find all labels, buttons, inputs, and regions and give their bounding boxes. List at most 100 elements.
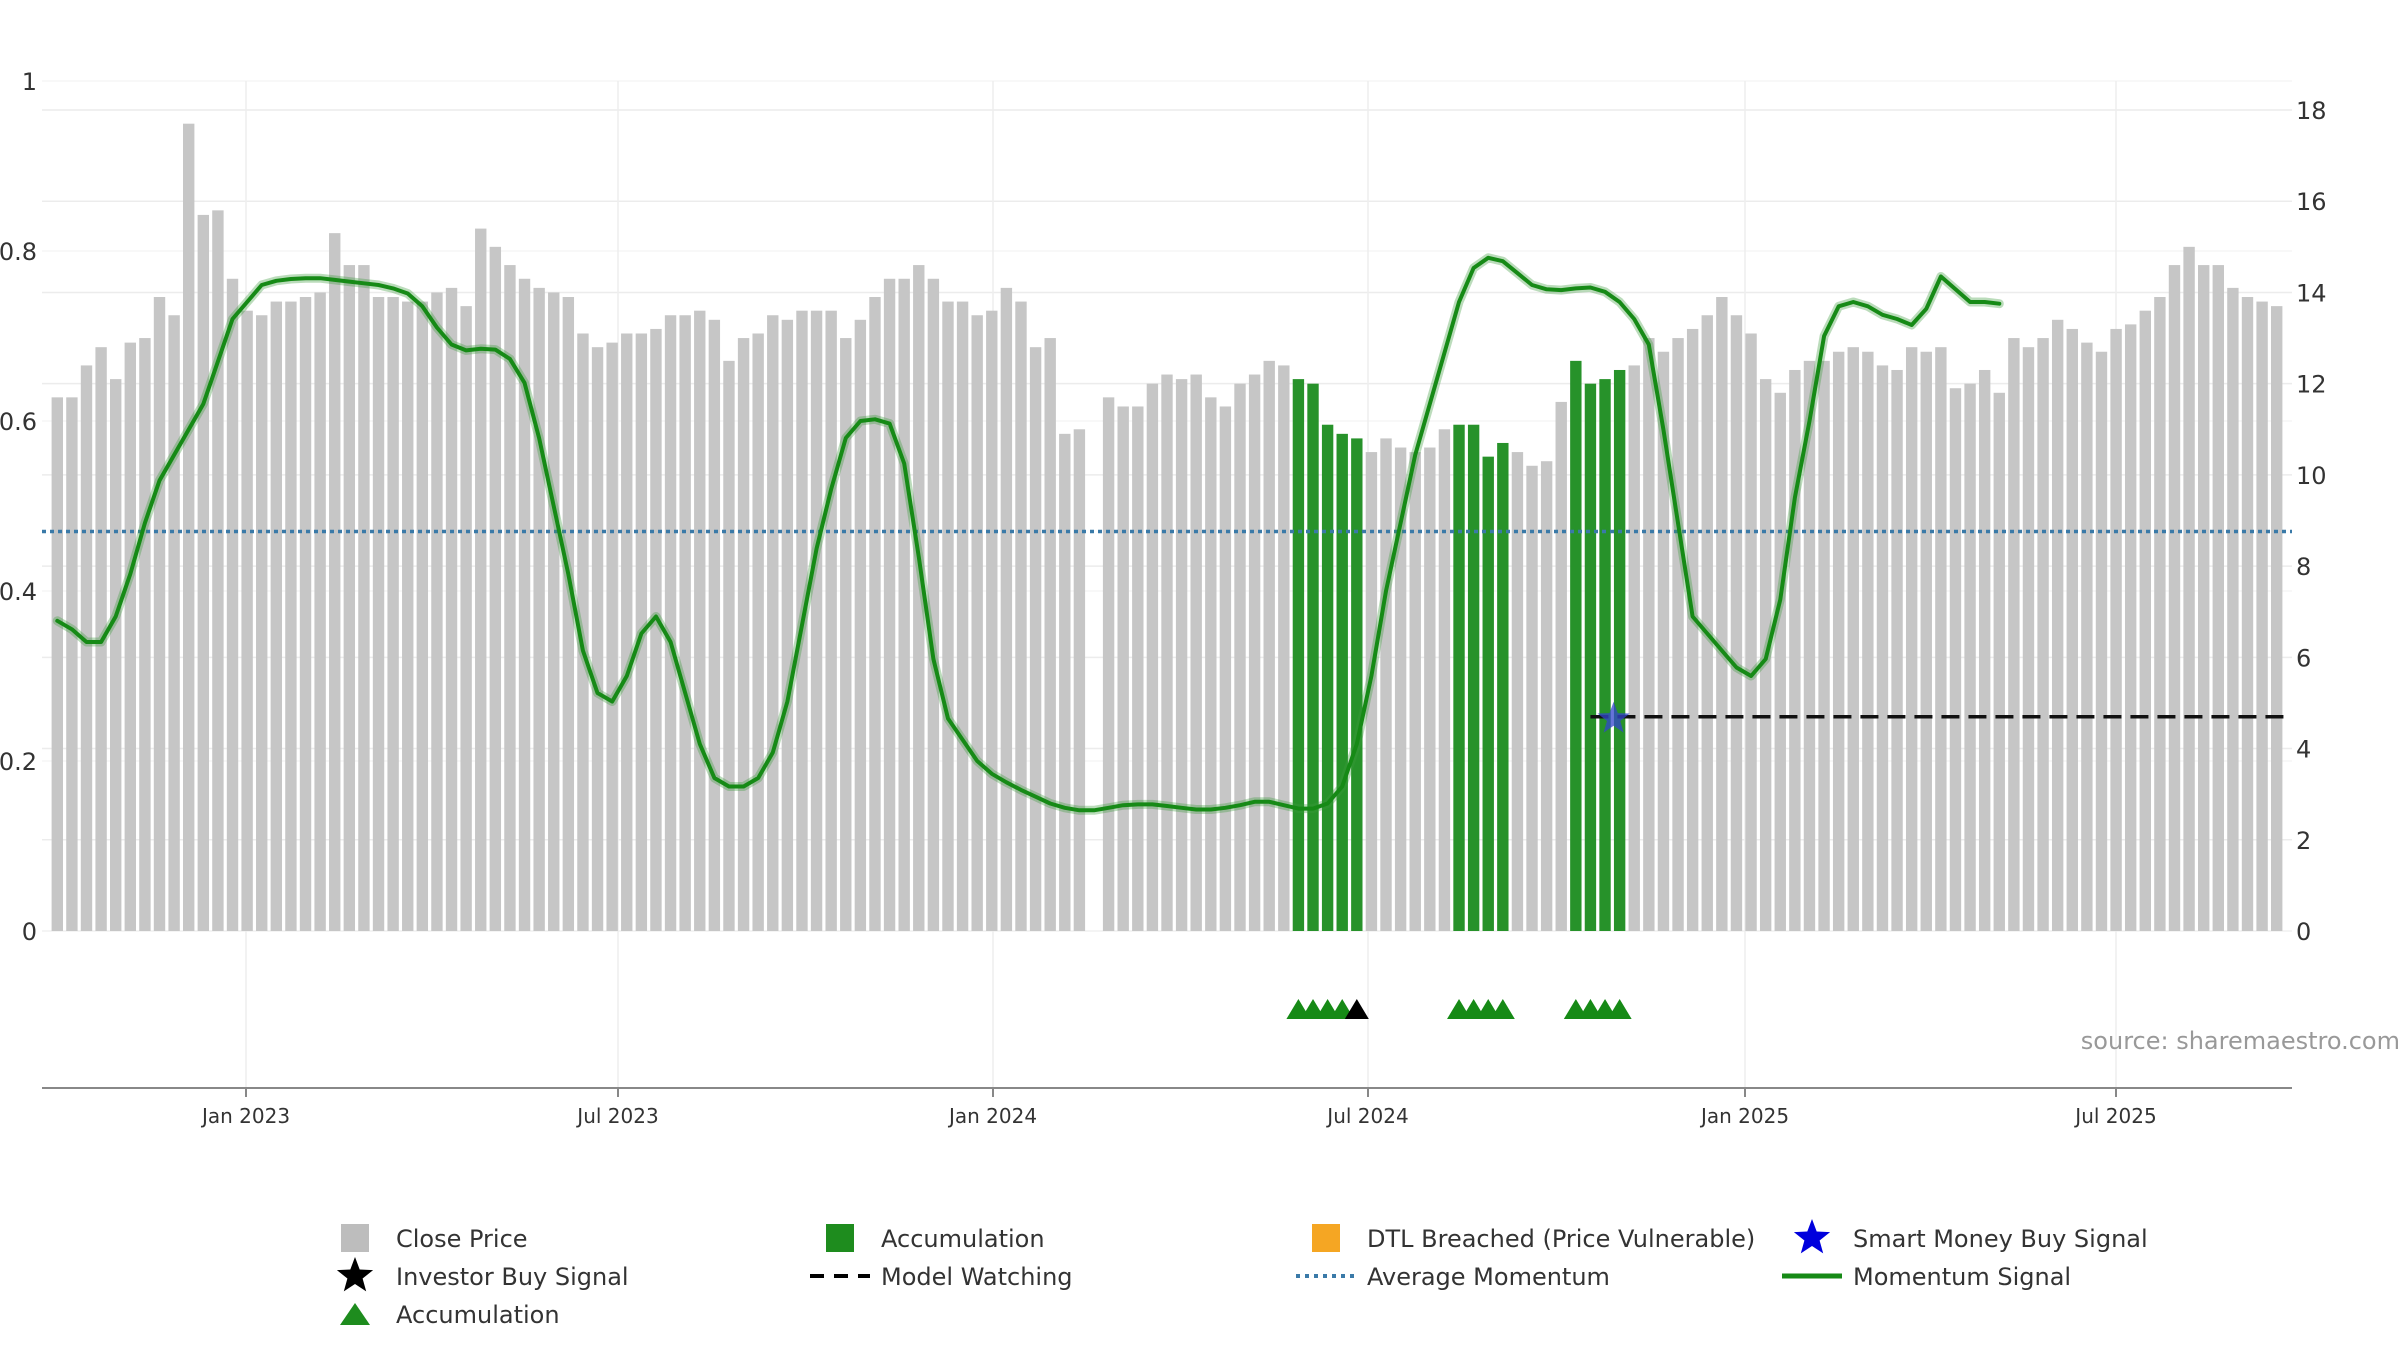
close-price-bar [942,301,954,932]
right-axis-label: 8 [2296,553,2311,581]
close-price-bar [1540,461,1553,931]
close-price-bar [1905,347,1918,932]
close-price-bar [1643,338,1655,931]
left-axis-label: 1 [22,68,37,96]
close-price-bar [913,265,925,932]
x-tick-label: Jan 2025 [1699,1104,1789,1128]
close-price-bar [1394,447,1407,931]
legend-item: Smart Money Buy Signal [1793,1219,2148,1254]
close-price-bar [2168,265,2181,932]
close-price-bar [2051,319,2064,931]
close-price-bar [153,297,166,931]
close-price-bar [2081,342,2093,931]
legend-swatch [826,1224,854,1252]
close-price-bar [606,342,618,931]
close-price-bar [212,210,224,931]
source-label: source: sharemaestro.com [2081,1027,2400,1055]
close-price-bar [387,297,399,931]
x-tick-label: Jul 2023 [575,1104,658,1128]
close-price-bar [533,287,545,932]
axes: Jan 2023 Jul 2023 Jan 2024 Jul 2024 Jan 2025… [0,68,2327,1128]
legend-label: Model Watching [881,1263,1073,1291]
close-price-bar [1044,338,1056,931]
close-price-bar [460,306,472,931]
close-price-bar [372,297,385,931]
close-price-bar [1862,351,1874,931]
close-price-bar [1920,351,1932,931]
close-price-bar [168,315,180,931]
close-price-bar [767,315,779,931]
close-price-bar [139,338,151,931]
accumulation-marker [1607,999,1632,1019]
close-price-bar [898,278,910,931]
close-price-bar [241,310,253,931]
close-price-bar [1832,351,1845,931]
accumulation-bar [1292,379,1305,931]
close-price-bar [402,301,414,932]
close-price-bar [2008,338,2020,931]
close-price-bar [869,297,881,931]
close-price-bar [1029,347,1042,932]
accumulation-bar [1351,438,1363,931]
close-price-bar [343,265,356,932]
close-price-bar [1073,429,1086,931]
close-price-bar [329,233,341,931]
right-axis-label: 16 [2296,188,2327,216]
legend-label: Average Momentum [1367,1263,1610,1291]
close-price-bar [562,297,575,931]
close-price-bar [1205,397,1217,932]
close-price-bar [475,228,487,932]
close-price-bar [591,347,604,932]
close-price-bar [299,297,312,931]
legend-item: Close Price [341,1224,528,1253]
accumulation-bar [1613,369,1626,931]
close-price-bar [1935,347,1947,932]
close-price-bar [2110,328,2122,931]
legend-item: DTL Breached (Price Vulnerable) [1312,1224,1755,1253]
x-tick-label: Jul 2024 [1325,1104,1408,1128]
close-price-bar [1964,383,1976,932]
close-price-bar [664,315,677,931]
close-price-bar [723,360,735,932]
close-price-bar [1438,429,1451,931]
accumulation-marker [1490,999,1515,1019]
close-price-bar [1628,365,1640,931]
close-price-bar [621,333,633,931]
close-price-bar [2139,310,2151,931]
accumulation-bar [1570,360,1582,932]
close-price-bar [1803,360,1816,932]
close-price-bar [737,338,750,931]
close-price-bar [1672,338,1684,931]
close-price-bar [1716,297,1728,931]
close-price-bar [1117,406,1129,931]
close-price-bar [2241,297,2254,931]
close-price-bar [445,287,458,932]
right-axis-label: 4 [2296,736,2311,764]
legend-triangle-icon [340,1303,370,1325]
close-price-bar [1278,365,1290,931]
accumulation-bar [1321,424,1334,931]
close-price-bar [226,278,239,931]
legend-label: Smart Money Buy Signal [1853,1225,2148,1253]
close-price-bar [1424,447,1436,931]
close-price-bar [1818,360,1830,932]
close-price-bar [1146,383,1159,932]
legend-star-icon [336,1257,374,1292]
close-price-bar [1847,347,1859,932]
close-price-bar [1730,315,1743,931]
left-axis-label: 0.2 [0,748,37,776]
close-price-bar [694,310,706,931]
close-price-bar [2256,301,2268,932]
accumulation-bar [1599,379,1611,931]
close-price-bar [650,328,662,931]
close-price-bar [1219,406,1232,931]
close-price-bar [854,319,867,931]
close-price-bar [927,278,940,931]
left-axis-label: 0.6 [0,408,37,436]
close-price-bar [1380,438,1392,931]
close-price-bar [80,365,93,931]
close-price-bar [1263,360,1275,932]
legend-item: Investor Buy Signal [336,1257,629,1292]
legend-swatch [341,1224,369,1252]
close-price-bar [2183,246,2195,932]
